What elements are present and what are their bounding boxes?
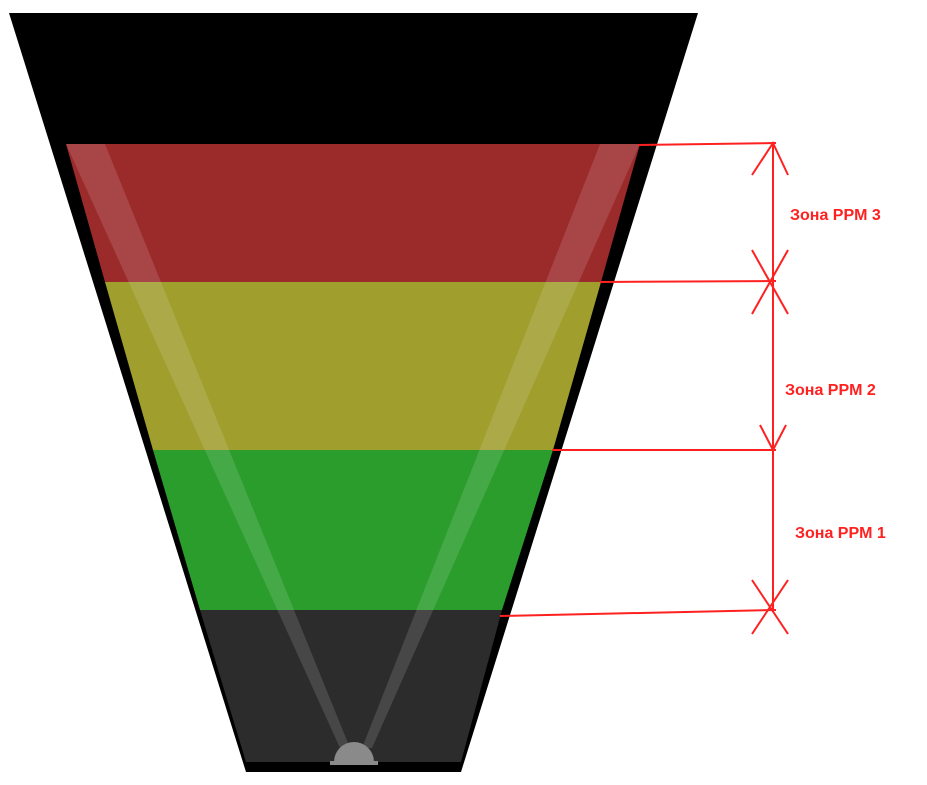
light-beam-right bbox=[362, 144, 640, 748]
boundary-line-top bbox=[637, 142, 777, 146]
tick-3-2b bbox=[751, 249, 789, 315]
sensor-base bbox=[330, 761, 378, 765]
tick-bottom-b bbox=[751, 579, 789, 635]
zone-3-band bbox=[66, 144, 640, 282]
boundary-line-bottom bbox=[499, 609, 777, 617]
sensor-dome-icon bbox=[334, 742, 374, 762]
arrow-top bbox=[751, 140, 789, 176]
zone-2-band bbox=[105, 282, 601, 450]
zone-1-band bbox=[153, 450, 553, 610]
light-beam-left bbox=[66, 144, 350, 748]
zone-1-label: Зона PPM 1 bbox=[795, 525, 886, 542]
zone-2-label: Зона PPM 2 bbox=[785, 382, 876, 399]
tick-2-1 bbox=[759, 424, 787, 453]
boundary-line-3-2 bbox=[599, 280, 777, 283]
zone-3-label: Зона PPM 3 bbox=[790, 207, 881, 224]
bottom-band bbox=[200, 610, 502, 762]
